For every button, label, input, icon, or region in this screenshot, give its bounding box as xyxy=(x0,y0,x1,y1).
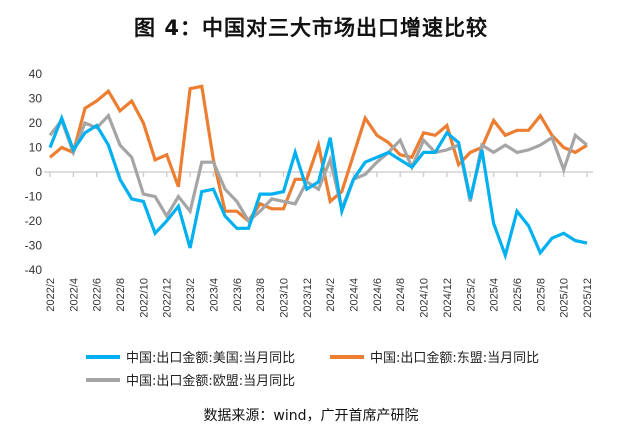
series-line-eu xyxy=(48,112,589,224)
y-tick-label: 0 xyxy=(35,165,42,179)
y-tick-label: -30 xyxy=(25,239,43,253)
x-tick-label: 2025/10 xyxy=(559,278,571,318)
x-tick-label: 2024/8 xyxy=(395,278,407,312)
x-tick-label: 2025/6 xyxy=(512,278,524,312)
legend-item-eu: 中国:出口金额:欧盟:当月同比 xyxy=(86,370,295,389)
y-tick-label: 10 xyxy=(29,141,43,155)
x-tick-label: 2022/10 xyxy=(138,278,150,318)
legend-label-us: 中国:出口金额:美国:当月同比 xyxy=(126,351,296,366)
legend-label-eu: 中国:出口金额:欧盟:当月同比 xyxy=(126,374,296,389)
legend-swatch-us xyxy=(86,354,120,359)
series-line-asean xyxy=(48,84,588,224)
series-line-us xyxy=(48,113,588,261)
x-tick-label: 2024/6 xyxy=(372,278,384,312)
legend-item-us: 中国:出口金额:美国:当月同比 xyxy=(86,347,295,366)
y-tick-label: -10 xyxy=(25,190,43,204)
y-tick-label: 20 xyxy=(29,116,43,130)
x-tick-label: 2025/2 xyxy=(465,278,477,312)
x-tick-label: 2022/2 xyxy=(45,278,57,312)
x-tick-label: 2022/4 xyxy=(68,278,80,312)
x-tick-label: 2023/10 xyxy=(278,278,290,318)
x-tick-label: 2024/4 xyxy=(349,278,361,312)
y-tick-label: 40 xyxy=(29,67,43,81)
legend-swatch-asean xyxy=(330,354,364,359)
x-tick-label: 2023/4 xyxy=(208,278,220,312)
x-tick-label: 2025/12 xyxy=(582,278,594,318)
source-note: 数据来源：wind，广开首席产研院 xyxy=(203,408,419,424)
legend-item-asean: 中国:出口金额:东盟:当月同比 xyxy=(330,347,539,366)
chart-title: 图 4：中国对三大市场出口增速比较 xyxy=(134,16,488,40)
x-tick-label: 2022/12 xyxy=(162,278,174,318)
x-tick-label: 2025/4 xyxy=(489,278,501,312)
y-tick-label: -40 xyxy=(25,263,43,277)
y-tick-label: -20 xyxy=(25,214,43,228)
y-tick-label: 30 xyxy=(29,92,43,106)
x-tick-label: 2024/10 xyxy=(419,278,431,318)
x-tick-label: 2025/8 xyxy=(535,278,547,312)
x-tick-label: 2023/8 xyxy=(255,278,267,312)
x-tick-label: 2022/8 xyxy=(115,278,127,312)
x-tick-label: 2023/12 xyxy=(302,278,314,318)
x-tick-label: 2024/12 xyxy=(442,278,454,318)
x-tick-label: 2024/2 xyxy=(325,278,337,312)
x-tick-label: 2023/6 xyxy=(232,278,244,312)
x-tick-label: 2023/2 xyxy=(185,278,197,312)
x-tick-label: 2022/6 xyxy=(92,278,104,312)
legend-swatch-eu xyxy=(86,377,120,382)
legend-label-asean: 中国:出口金额:东盟:当月同比 xyxy=(370,351,540,366)
